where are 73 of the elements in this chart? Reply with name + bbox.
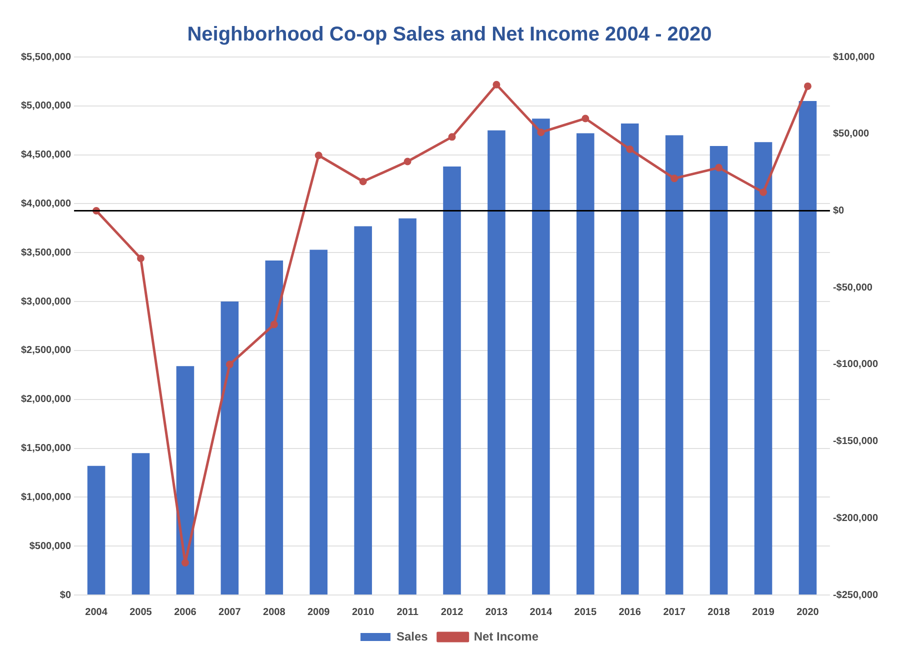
y-tick-label: $1,000,000 [20, 492, 72, 503]
point [226, 360, 234, 368]
y-tick-label: $2,000,000 [20, 394, 72, 406]
y-tick-label: $1,500,000 [20, 443, 72, 454]
bar [798, 101, 817, 594]
bar [176, 366, 194, 594]
x-tick-label: 2012 [440, 606, 464, 618]
y2-tick-label: -$50,000 [832, 282, 873, 294]
x-tick-label: 2017 [663, 606, 686, 618]
y-tick-label: $5,500,000 [20, 52, 72, 63]
point [670, 174, 678, 182]
point [804, 82, 812, 90]
point [582, 114, 590, 122]
bar [132, 453, 150, 594]
x-tick-label: 2011 [396, 606, 419, 618]
legend-label: Net Income [474, 629, 539, 644]
x-tick-label: 2020 [796, 606, 820, 618]
y-tick-label: $4,500,000 [20, 150, 72, 161]
point [359, 178, 367, 186]
x-tick-label: 2005 [130, 606, 152, 618]
y-tick-label: $3,500,000 [20, 247, 72, 258]
bar [220, 302, 239, 594]
point [314, 152, 322, 160]
point [404, 158, 412, 166]
x-tick-label: 2008 [263, 606, 286, 618]
x-tick-label: 2018 [708, 606, 730, 618]
point [626, 145, 634, 153]
x-tick-label: 2013 [485, 606, 508, 618]
point [448, 133, 456, 141]
y-tick-label: $5,000,000 [20, 100, 72, 112]
x-tick-label: 2010 [352, 606, 375, 618]
bar [398, 218, 416, 594]
point [492, 80, 500, 88]
x-tick-label: 2009 [307, 606, 330, 618]
chart-title: Neighborhood Co-op Sales and Net Income 2004 - 2020 [187, 24, 712, 46]
bar [265, 260, 284, 594]
y2-tick-label: -$150,000 [832, 436, 878, 448]
bar [488, 130, 506, 594]
bar [620, 124, 639, 594]
y-tick-label: $2,500,000 [20, 345, 72, 356]
bar [710, 146, 728, 594]
y2-tick-label: $0 [832, 205, 845, 216]
x-tick-label: 2019 [752, 606, 775, 618]
y2-tick-label: -$100,000 [832, 359, 878, 370]
point [715, 164, 723, 172]
x-tick-label: 2015 [574, 606, 597, 618]
point [181, 558, 189, 566]
bar [665, 135, 684, 594]
y2-tick-label: $50,000 [832, 128, 870, 140]
bar [310, 250, 328, 594]
y-tick-label: $4,000,000 [20, 198, 72, 210]
point [760, 188, 768, 196]
point [136, 254, 144, 262]
x-tick-label: 2006 [174, 606, 197, 618]
bar [354, 226, 372, 594]
x-tick-label: 2016 [618, 606, 642, 618]
x-tick-label: 2014 [530, 606, 552, 618]
bar [576, 133, 594, 594]
y-tick-label: $3,000,000 [20, 296, 72, 308]
x-tick-label: 2007 [218, 606, 242, 618]
legend-label: Sales [396, 629, 428, 644]
y-tick-label: $500,000 [29, 540, 72, 552]
x-tick-label: 2004 [85, 606, 108, 618]
y-tick-label: $0 [60, 590, 72, 601]
y2-tick-label: -$200,000 [832, 512, 878, 524]
bar [443, 166, 461, 594]
bar [532, 118, 550, 594]
point [270, 320, 278, 328]
bar [87, 466, 106, 594]
y2-tick-label: $100,000 [832, 52, 876, 63]
point [537, 128, 545, 136]
y2-tick-label: -$250,000 [832, 590, 878, 601]
bar [754, 142, 772, 594]
